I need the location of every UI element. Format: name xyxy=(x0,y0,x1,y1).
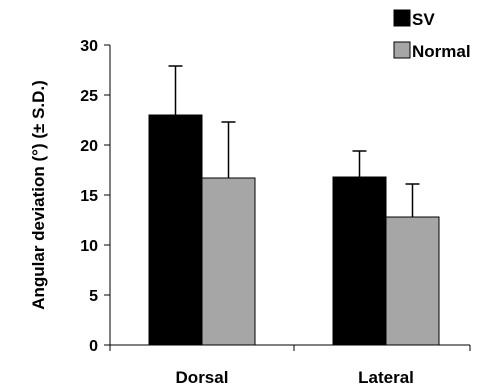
x-tick-label-lateral: Lateral xyxy=(358,368,414,387)
bars-layer xyxy=(148,65,440,346)
legend-swatch-normal xyxy=(393,41,411,59)
legend-label-sv: SV xyxy=(412,10,435,29)
bar-normal-lateral xyxy=(385,216,440,346)
y-tick-label-30: 30 xyxy=(80,38,98,55)
y-tick-label-0: 0 xyxy=(89,338,98,355)
y-tick-label-15: 15 xyxy=(80,188,98,205)
y-axis-label: Angular deviation (°) (± S.D.) xyxy=(29,80,48,310)
y-tick-label-25: 25 xyxy=(80,88,98,105)
y-tick-label-5: 5 xyxy=(89,288,98,305)
legend-label-normal: Normal xyxy=(412,42,471,61)
y-tick-label-10: 10 xyxy=(80,238,98,255)
x-tick-label-dorsal: Dorsal xyxy=(176,368,229,387)
bar-normal-dorsal xyxy=(201,177,256,346)
labels-layer: 0 5 10 15 20 25 30 Dorsal Lateral Angular deviati… xyxy=(29,38,414,387)
bar-sv-lateral xyxy=(332,176,387,346)
legend: SV Normal xyxy=(393,9,471,61)
axes-layer xyxy=(104,44,471,351)
legend-swatch-sv xyxy=(393,9,411,27)
bar-sv-dorsal xyxy=(148,114,203,346)
y-tick-label-20: 20 xyxy=(80,138,98,155)
